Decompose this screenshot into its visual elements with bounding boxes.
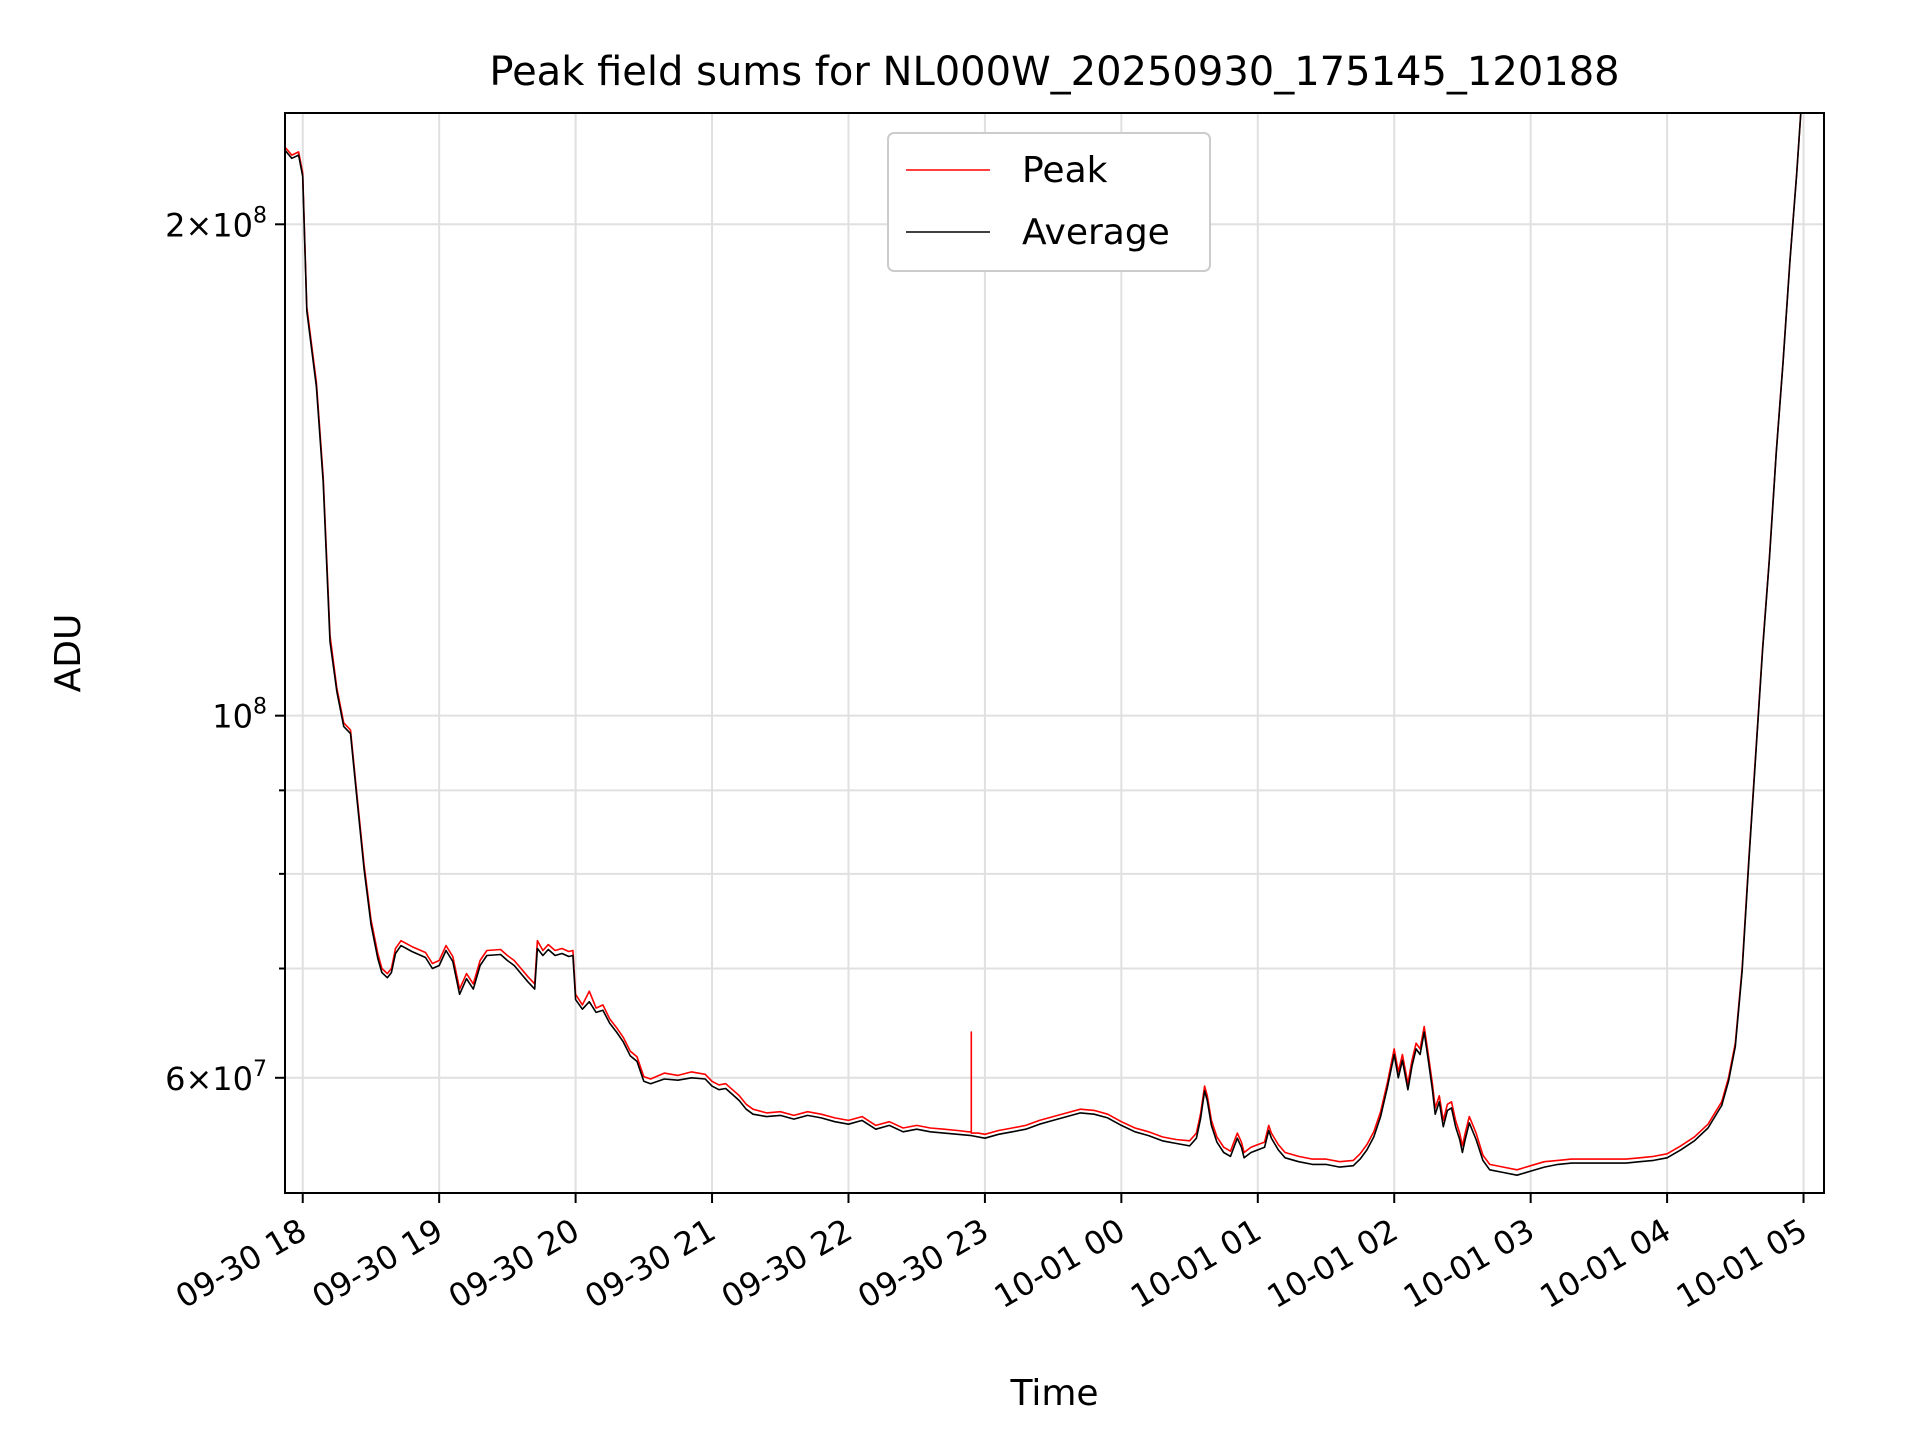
x-tick-label: 10-01 02 [1261, 1211, 1405, 1316]
x-tick-label: 10-01 03 [1397, 1211, 1541, 1316]
y-tick-label: 108 [212, 695, 267, 736]
x-tick-label: 10-01 01 [1124, 1211, 1268, 1316]
x-tick-label: 09-30 23 [851, 1211, 995, 1316]
plot-area-frame [284, 112, 1825, 1194]
y-tick-label: 2×108 [165, 203, 267, 244]
legend-box [887, 132, 1211, 272]
chart-title: Peak field sums for NL000W_20250930_1751… [489, 49, 1619, 95]
series-line-peak [285, 113, 1802, 1171]
legend: Peak Average [887, 132, 1211, 272]
y-tick-label: 6×107 [165, 1057, 267, 1098]
x-tick-label: 09-30 22 [715, 1211, 859, 1316]
series-line-average [285, 113, 1802, 1176]
legend-label-peak: Peak [1022, 150, 1108, 191]
x-axis-label: Time [1009, 1373, 1098, 1414]
x-tick-label: 10-01 00 [988, 1211, 1132, 1316]
x-tick-label: 09-30 18 [169, 1211, 313, 1316]
x-tick-label: 10-01 05 [1670, 1211, 1814, 1316]
series-layer [285, 113, 1802, 1176]
x-tick-label: 09-30 20 [442, 1211, 586, 1316]
grid-layer [285, 113, 1824, 1193]
x-tick-label: 09-30 19 [306, 1211, 450, 1316]
x-tick-label: 10-01 04 [1533, 1211, 1677, 1316]
legend-label-average: Average [1022, 212, 1170, 253]
y-axis-label: ADU [48, 614, 89, 693]
x-tick-label: 09-30 21 [578, 1211, 722, 1316]
